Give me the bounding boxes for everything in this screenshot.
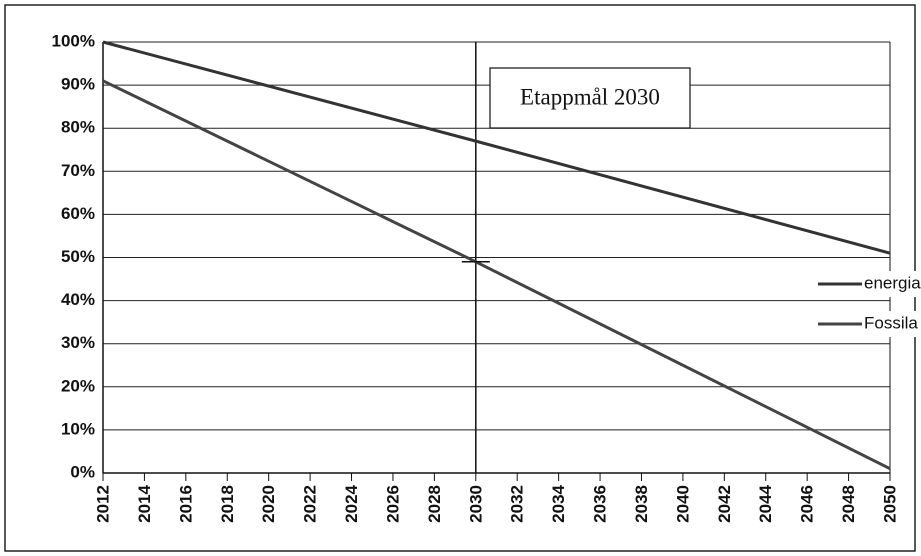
- x-tick-label: 2034: [549, 484, 568, 522]
- x-tick-label: 2036: [591, 485, 610, 523]
- annotation-text: Etappmål 2030: [520, 84, 660, 109]
- x-tick-label: 2022: [301, 485, 320, 523]
- legend-label: energianvändning: [864, 273, 921, 292]
- x-tick-label: 2030: [466, 485, 485, 523]
- x-tick-label: 2032: [508, 485, 527, 523]
- y-tick-label: 100%: [52, 31, 95, 50]
- y-tick-label: 0%: [70, 462, 95, 481]
- x-tick-label: 2048: [839, 485, 858, 523]
- x-tick-label: 2012: [94, 485, 113, 523]
- x-tick-label: 2028: [425, 485, 444, 523]
- y-tick-label: 30%: [61, 333, 95, 352]
- y-tick-label: 60%: [61, 204, 95, 223]
- x-tick-label: 2050: [881, 485, 900, 523]
- y-tick-label: 90%: [61, 75, 95, 94]
- x-tick-label: 2040: [673, 485, 692, 523]
- y-tick-label: 10%: [61, 419, 95, 438]
- legend-label: Fossila drivmedel: [864, 313, 921, 332]
- series-line: [102, 40, 891, 255]
- x-tick-label: 2014: [135, 484, 154, 522]
- chart-border: [4, 4, 916, 552]
- series-line: [102, 79, 891, 471]
- x-tick-label: 2046: [798, 485, 817, 523]
- y-tick-label: 40%: [61, 290, 95, 309]
- x-tick-label: 2024: [342, 484, 361, 522]
- y-tick-label: 50%: [61, 247, 95, 266]
- x-tick-label: 2020: [259, 485, 278, 523]
- y-tick-label: 20%: [61, 376, 95, 395]
- x-tick-label: 2042: [715, 485, 734, 523]
- x-tick-label: 2038: [632, 485, 651, 523]
- x-tick-label: 2016: [176, 485, 195, 523]
- annotation-box: [489, 67, 691, 129]
- x-tick-label: 2018: [218, 485, 237, 523]
- y-tick-label: 70%: [61, 161, 95, 180]
- x-tick-label: 2044: [756, 484, 775, 522]
- y-tick-label: 80%: [61, 118, 95, 137]
- x-tick-label: 2026: [383, 485, 402, 523]
